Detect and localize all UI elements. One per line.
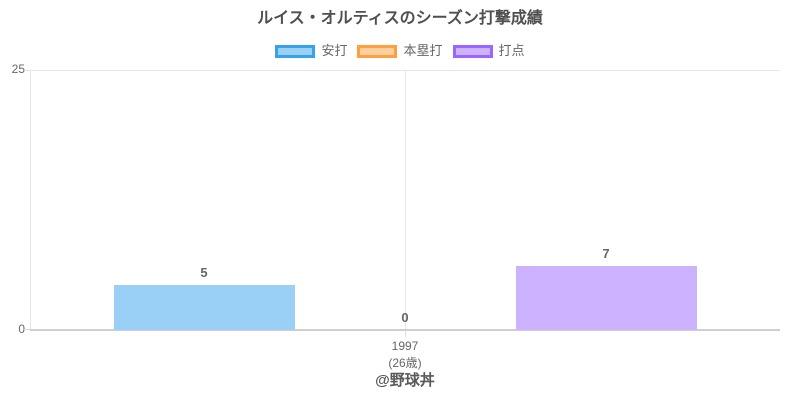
y-axis-label-max: 25: [11, 62, 25, 76]
bar-value-label-hits: 5: [200, 264, 208, 280]
legend-item-rbi[interactable]: 打点: [452, 43, 525, 58]
bar-value-label-homeruns: 0: [401, 310, 409, 325]
legend-item-hits[interactable]: 安打: [275, 44, 347, 58]
y-tick-mark-max: [24, 70, 30, 71]
legend-swatch-homeruns-icon: [357, 44, 398, 58]
chart-title: ルイス・オルティスのシーズン打撃成績: [257, 10, 543, 27]
gridline-center-vertical: [405, 70, 406, 330]
bar-value-label-rbi: 7: [602, 246, 610, 262]
x-tick-year: 1997: [391, 339, 419, 353]
bar-rbi[interactable]: [515, 266, 697, 330]
legend-label-homeruns: 本塁打: [403, 43, 443, 58]
y-tick-mark-zero: [24, 329, 30, 330]
y-axis-label-zero: 0: [18, 322, 25, 336]
x-tick-mark: [405, 331, 406, 337]
legend-swatch-hits-icon: [275, 44, 316, 58]
legend-swatch-rbi-icon: [452, 44, 493, 58]
legend: 安打 本塁打 打点: [0, 44, 800, 58]
x-tick-age: (26歳): [388, 356, 422, 370]
legend-item-homeruns[interactable]: 本塁打: [357, 43, 443, 58]
x-axis-line: [30, 329, 780, 331]
bar-hits[interactable]: [113, 284, 295, 330]
legend-label-rbi: 打点: [498, 43, 525, 58]
y-axis-border-line: [30, 70, 31, 330]
legend-label-hits: 安打: [321, 43, 348, 58]
footer-credit: @野球丼: [375, 372, 435, 389]
